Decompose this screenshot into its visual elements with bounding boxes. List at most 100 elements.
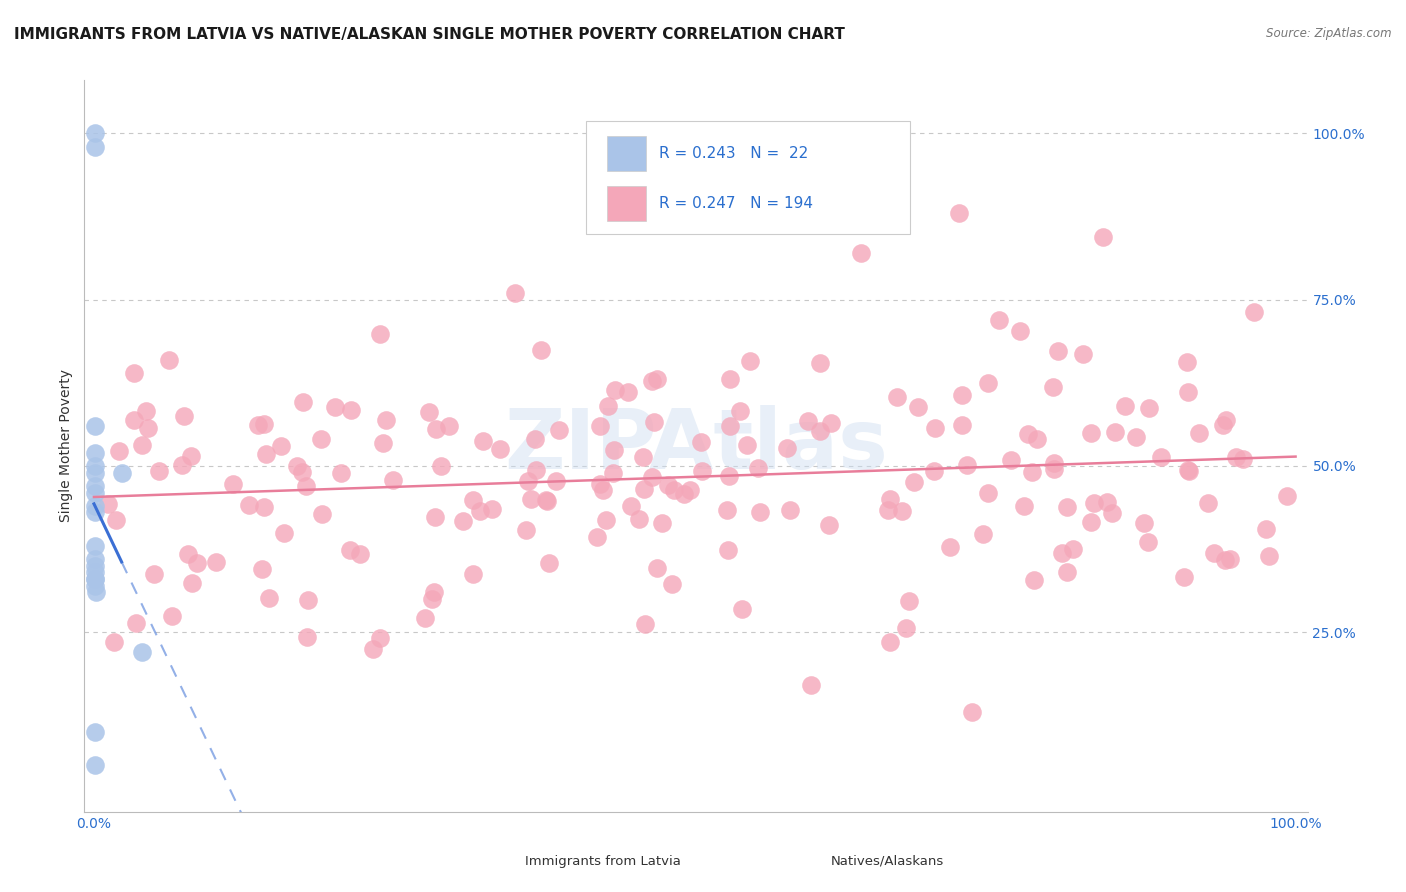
- Point: [131, 645, 153, 659]
- Point: [1254, 522, 1277, 536]
- Point: [122, 413, 145, 427]
- Point: [690, 464, 713, 478]
- Point: [1150, 450, 1173, 464]
- Point: [124, 366, 146, 380]
- Point: [748, 505, 770, 519]
- Point: [382, 473, 405, 487]
- Point: [524, 463, 547, 477]
- Point: [1104, 425, 1126, 439]
- Point: [1173, 570, 1195, 584]
- Point: [976, 486, 998, 500]
- Point: [173, 409, 195, 424]
- Point: [714, 179, 737, 194]
- Point: [1197, 496, 1219, 510]
- Point: [849, 246, 872, 260]
- Point: [1136, 535, 1159, 549]
- Point: [415, 611, 437, 625]
- Point: [84, 499, 107, 513]
- Point: [1188, 426, 1211, 441]
- Point: [718, 372, 741, 386]
- Point: [463, 566, 485, 581]
- Point: [735, 437, 758, 451]
- Point: [1275, 489, 1298, 503]
- Point: [1177, 463, 1199, 477]
- Point: [311, 508, 333, 522]
- Point: [253, 417, 276, 431]
- Point: [672, 487, 695, 501]
- Point: [1091, 229, 1114, 244]
- Point: [222, 477, 245, 491]
- Point: [1178, 464, 1201, 478]
- Point: [339, 543, 361, 558]
- Point: [135, 404, 157, 418]
- Text: ZIPAtlas: ZIPAtlas: [503, 406, 889, 486]
- Point: [124, 615, 146, 630]
- Point: [1050, 546, 1073, 560]
- Point: [595, 513, 617, 527]
- Point: [716, 503, 738, 517]
- Point: [879, 491, 901, 506]
- Point: [747, 461, 769, 475]
- Point: [907, 400, 929, 414]
- Point: [641, 469, 664, 483]
- Point: [1212, 417, 1234, 432]
- Point: [616, 384, 638, 399]
- Point: [950, 417, 973, 432]
- Point: [297, 593, 319, 607]
- Point: [291, 466, 314, 480]
- Point: [808, 425, 831, 439]
- Point: [1137, 401, 1160, 415]
- Point: [1243, 305, 1265, 319]
- FancyBboxPatch shape: [606, 136, 645, 171]
- Point: [1047, 344, 1070, 359]
- Point: [257, 591, 280, 606]
- Point: [1225, 450, 1247, 464]
- Point: [731, 601, 754, 615]
- Point: [84, 758, 107, 772]
- Point: [84, 585, 107, 599]
- Point: [1202, 546, 1225, 560]
- Point: [1177, 385, 1199, 400]
- Point: [515, 523, 537, 537]
- Point: [1071, 346, 1094, 360]
- Point: [640, 374, 662, 388]
- Point: [170, 458, 193, 472]
- Point: [924, 421, 946, 435]
- Point: [516, 475, 538, 489]
- Point: [886, 390, 908, 404]
- Point: [250, 562, 273, 576]
- Point: [84, 140, 107, 154]
- Point: [423, 509, 446, 524]
- Point: [330, 466, 353, 480]
- Point: [536, 493, 558, 508]
- Point: [1010, 324, 1032, 338]
- Point: [136, 421, 159, 435]
- Point: [1114, 399, 1136, 413]
- Point: [204, 555, 226, 569]
- Point: [84, 419, 107, 434]
- Point: [437, 419, 460, 434]
- Point: [84, 725, 107, 739]
- Point: [598, 399, 620, 413]
- Point: [84, 127, 107, 141]
- Point: [738, 354, 761, 368]
- Point: [1056, 565, 1078, 579]
- Point: [960, 705, 983, 719]
- Point: [922, 464, 945, 478]
- Point: [295, 630, 318, 644]
- Point: [84, 566, 107, 580]
- Point: [987, 313, 1010, 327]
- Point: [1219, 552, 1241, 566]
- Point: [779, 502, 801, 516]
- Point: [84, 458, 107, 473]
- Point: [939, 541, 962, 555]
- Point: [472, 434, 495, 449]
- Point: [110, 466, 132, 480]
- Point: [374, 412, 396, 426]
- Point: [1043, 457, 1066, 471]
- Point: [634, 616, 657, 631]
- Point: [468, 504, 491, 518]
- Point: [291, 395, 314, 409]
- Point: [955, 458, 977, 472]
- Point: [977, 376, 1000, 390]
